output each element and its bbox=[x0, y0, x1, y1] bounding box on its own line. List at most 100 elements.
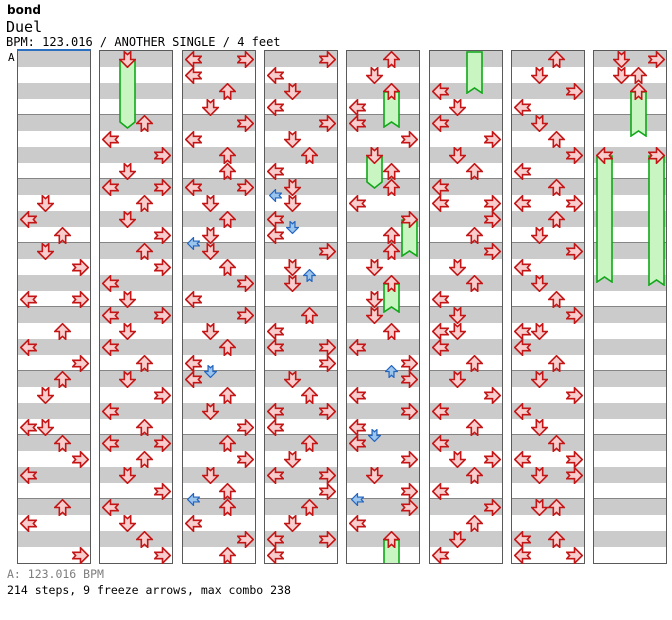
arrow-down-icon bbox=[365, 306, 383, 324]
arrow-left-icon bbox=[186, 492, 200, 506]
arrow-down-icon bbox=[118, 322, 136, 340]
arrow-down-icon bbox=[448, 306, 466, 324]
arrow-right-icon bbox=[483, 386, 501, 404]
arrow-up-icon bbox=[383, 322, 401, 340]
arrow-left-icon bbox=[266, 418, 284, 436]
chart-column bbox=[511, 50, 585, 564]
arrow-up-icon bbox=[219, 162, 237, 180]
arrow-left-icon bbox=[101, 130, 119, 148]
arrow-up-icon bbox=[136, 530, 154, 548]
arrow-up-icon bbox=[219, 258, 237, 276]
arrow-left-icon bbox=[19, 514, 37, 532]
arrow-right-icon bbox=[483, 450, 501, 468]
arrow-down-icon bbox=[365, 66, 383, 84]
arrow-right-icon bbox=[400, 370, 418, 388]
arrow-up-icon bbox=[548, 210, 566, 228]
measure-line bbox=[347, 434, 419, 435]
arrow-right-icon bbox=[153, 546, 171, 564]
arrow-left-icon bbox=[19, 290, 37, 308]
arrow-left-icon bbox=[431, 434, 449, 452]
arrow-right-icon bbox=[318, 482, 336, 500]
measure-line bbox=[265, 114, 337, 115]
chart-column bbox=[429, 50, 503, 564]
measure-line bbox=[512, 306, 584, 307]
measure-line bbox=[18, 370, 90, 371]
arrow-down-icon bbox=[530, 226, 548, 244]
arrow-down-icon bbox=[365, 290, 383, 308]
measure-line bbox=[594, 178, 666, 179]
arrow-right-icon bbox=[153, 386, 171, 404]
arrow-left-icon bbox=[266, 226, 284, 244]
arrow-left-icon bbox=[184, 354, 202, 372]
arrow-right-icon bbox=[236, 306, 254, 324]
measure-line bbox=[347, 178, 419, 179]
freeze-body bbox=[383, 91, 401, 128]
arrow-left-icon bbox=[513, 338, 531, 356]
arrow-left-icon bbox=[184, 66, 202, 84]
arrow-right-icon bbox=[483, 130, 501, 148]
measure-line bbox=[183, 434, 255, 435]
arrow-right-icon bbox=[647, 146, 665, 164]
arrow-down-icon bbox=[530, 370, 548, 388]
arrow-up-icon bbox=[136, 114, 154, 132]
arrow-up-icon bbox=[219, 146, 237, 164]
arrow-right-icon bbox=[400, 210, 418, 228]
measure-line bbox=[100, 178, 172, 179]
arrow-up-icon bbox=[136, 450, 154, 468]
arrow-left-icon bbox=[348, 98, 366, 116]
arrow-right-icon bbox=[236, 50, 254, 68]
arrow-up-icon bbox=[383, 50, 401, 68]
arrow-down-icon bbox=[367, 428, 381, 442]
arrow-down-icon bbox=[448, 370, 466, 388]
arrow-right-icon bbox=[318, 354, 336, 372]
measure-line bbox=[100, 498, 172, 499]
arrow-left-icon bbox=[266, 162, 284, 180]
arrow-down-icon bbox=[448, 98, 466, 116]
measure-line bbox=[512, 498, 584, 499]
arrow-up-icon bbox=[54, 434, 72, 452]
arrow-right-icon bbox=[236, 530, 254, 548]
arrow-left-icon bbox=[348, 338, 366, 356]
arrow-left-icon bbox=[268, 188, 282, 202]
arrow-left-icon bbox=[513, 530, 531, 548]
arrow-right-icon bbox=[236, 418, 254, 436]
arrow-up-icon bbox=[303, 268, 317, 282]
arrow-up-icon bbox=[548, 498, 566, 516]
arrow-down-icon bbox=[283, 82, 301, 100]
arrow-left-icon bbox=[431, 546, 449, 564]
chart-column bbox=[593, 50, 667, 564]
arrow-up-icon bbox=[301, 146, 319, 164]
chart-column bbox=[182, 50, 256, 564]
arrow-right-icon bbox=[236, 114, 254, 132]
arrow-up-icon bbox=[385, 364, 399, 378]
arrow-right-icon bbox=[153, 146, 171, 164]
arrow-down-icon bbox=[118, 162, 136, 180]
arrow-up-icon bbox=[301, 434, 319, 452]
arrow-up-icon bbox=[383, 274, 401, 292]
arrow-left-icon bbox=[513, 194, 531, 212]
chart-column bbox=[264, 50, 338, 564]
arrow-left-icon bbox=[431, 290, 449, 308]
arrow-right-icon bbox=[318, 242, 336, 260]
arrow-up-icon bbox=[383, 178, 401, 196]
measure-line bbox=[512, 370, 584, 371]
measure-line bbox=[18, 242, 90, 243]
arrow-left-icon bbox=[101, 178, 119, 196]
arrow-left-icon bbox=[350, 492, 364, 506]
arrow-right-icon bbox=[236, 178, 254, 196]
arrow-up-icon bbox=[54, 498, 72, 516]
measure-line bbox=[594, 306, 666, 307]
measure-line bbox=[512, 114, 584, 115]
measure-line bbox=[594, 242, 666, 243]
measure-line bbox=[18, 434, 90, 435]
arrow-up-icon bbox=[466, 418, 484, 436]
arrow-down-icon bbox=[203, 364, 217, 378]
arrow-left-icon bbox=[348, 114, 366, 132]
arrow-down-icon bbox=[448, 530, 466, 548]
measure-line bbox=[594, 370, 666, 371]
arrow-left-icon bbox=[431, 322, 449, 340]
arrow-down-icon bbox=[201, 226, 219, 244]
arrow-up-icon bbox=[383, 82, 401, 100]
arrow-left-icon bbox=[101, 434, 119, 452]
chart-column bbox=[346, 50, 420, 564]
